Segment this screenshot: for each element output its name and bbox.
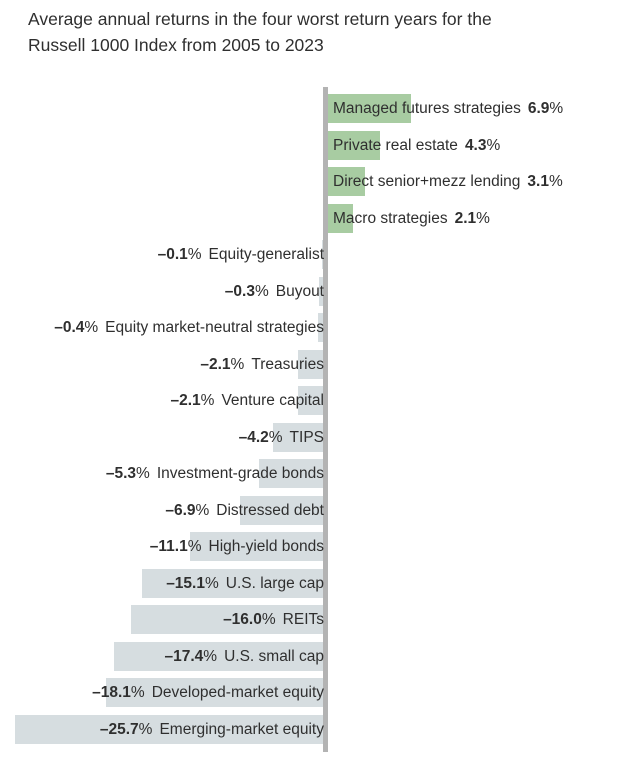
percent-sign: % <box>476 210 490 227</box>
bar-label-row: Managed futures strategies 6.9% <box>333 94 563 123</box>
bar-category-label: REITs <box>282 611 324 628</box>
bar-label-row: Private real estate 4.3% <box>333 131 500 160</box>
bar-category-label: Distressed debt <box>216 502 324 519</box>
percent-sign: % <box>195 502 210 519</box>
percent-sign: % <box>130 684 145 701</box>
bar-category-label: Private real estate <box>333 137 458 154</box>
bar-label-row: –15.1% U.S. large cap <box>166 569 324 598</box>
bar-label-row: –0.4% Equity market-neutral strategies <box>54 313 324 342</box>
bar-category-label: U.S. small cap <box>224 648 324 665</box>
bar-category-label: High-yield bonds <box>208 538 324 555</box>
bar-label-row: Macro strategies 2.1% <box>333 204 490 233</box>
bar-negative <box>273 423 323 452</box>
bar-value: –0.3 <box>224 283 255 300</box>
bar-label-row: –11.1% High-yield bonds <box>150 532 324 561</box>
bar-label-row: –0.3% Buyout <box>225 277 324 306</box>
bar-negative <box>15 715 323 744</box>
bar-value: 6.9 <box>527 100 550 117</box>
bar-category-label: Investment-grade bonds <box>156 465 324 482</box>
bar-value: –0.1 <box>157 246 188 263</box>
bar-positive <box>328 131 380 160</box>
bar-category-label: Developed-market equity <box>151 684 324 701</box>
bar-value: –16.0 <box>223 611 262 628</box>
bar-category-label: Direct senior+mezz lending <box>333 173 521 190</box>
bar-negative <box>319 277 323 306</box>
bar-value: 3.1 <box>527 173 549 190</box>
bar-negative <box>114 642 323 671</box>
percent-sign: % <box>548 173 563 190</box>
chart-title-line1: Average annual returns in the four worst… <box>28 9 492 29</box>
bar-label-row: –18.1% Developed-market equity <box>92 678 324 707</box>
bar-negative <box>142 569 323 598</box>
percent-sign: % <box>136 465 150 482</box>
bar-negative <box>322 240 323 269</box>
bar-category-label: Equity-generalist <box>208 246 324 263</box>
bar-value: –4.2 <box>238 429 269 446</box>
bar-label-row: –0.1% Equity-generalist <box>158 240 324 269</box>
bar-category-label: Buyout <box>275 283 324 300</box>
percent-sign: % <box>187 246 202 263</box>
bar-value: –15.1 <box>166 575 205 592</box>
bar-category-label: Treasuries <box>251 356 324 373</box>
percent-sign: % <box>261 611 276 628</box>
bar-label-row: –2.1% Treasuries <box>200 350 324 379</box>
percent-sign: % <box>204 575 219 592</box>
bar-value: –17.4 <box>164 648 204 665</box>
bar-category-label: Equity market-neutral strategies <box>105 319 324 336</box>
bar-value: 4.3 <box>464 137 487 154</box>
percent-sign: % <box>486 137 501 154</box>
bar-label-row: –5.3% Investment-grade bonds <box>106 459 324 488</box>
chart-title-line2: Russell 1000 Index from 2005 to 2023 <box>28 35 324 55</box>
axis-line <box>323 87 328 752</box>
bar-label-row: –6.9% Distressed debt <box>165 496 324 525</box>
bar-value: –25.7 <box>99 721 139 738</box>
bar-value: –0.4 <box>54 319 85 336</box>
bar-category-label: TIPS <box>289 429 324 446</box>
bar-value: 2.1 <box>454 210 477 227</box>
bar-negative <box>298 350 323 379</box>
bar-negative <box>240 496 323 525</box>
bar-value: –11.1 <box>149 538 188 555</box>
bar-negative <box>298 386 323 415</box>
percent-sign: % <box>230 356 245 373</box>
bar-positive <box>328 204 353 233</box>
bar-positive <box>328 94 411 123</box>
bar-category-label: Emerging-market equity <box>159 721 324 738</box>
bar-negative <box>106 678 323 707</box>
chart-title: Average annual returns in the four worst… <box>28 6 492 58</box>
bar-label-row: –16.0% REITs <box>223 605 324 634</box>
bar-negative <box>131 605 323 634</box>
bar-category-label: Macro strategies <box>333 210 448 227</box>
percent-sign: % <box>254 283 269 300</box>
bar-value: –2.1 <box>200 356 231 373</box>
bar-negative <box>190 532 323 561</box>
bar-value: –18.1 <box>92 684 131 701</box>
bar-label-row: Direct senior+mezz lending 3.1% <box>333 167 563 196</box>
bar-value: –5.3 <box>105 465 137 482</box>
percent-sign: % <box>203 648 218 665</box>
bar-value: –6.9 <box>165 502 196 519</box>
bar-category-label: Venture capital <box>221 392 324 409</box>
bar-label-row: –17.4% U.S. small cap <box>164 642 324 671</box>
percent-sign: % <box>138 721 153 738</box>
percent-sign: % <box>187 538 202 555</box>
bar-label-row: –2.1% Venture capital <box>170 386 324 415</box>
bar-label-row: –4.2% TIPS <box>239 423 324 452</box>
percent-sign: % <box>200 392 215 409</box>
bar-value: –2.1 <box>170 392 201 409</box>
percent-sign: % <box>549 100 564 117</box>
percent-sign: % <box>84 319 99 336</box>
bar-negative <box>318 313 323 342</box>
percent-sign: % <box>268 429 283 446</box>
bar-category-label: U.S. large cap <box>225 575 324 592</box>
bar-label-row: –25.7% Emerging-market equity <box>100 715 324 744</box>
bar-category-label: Managed futures strategies <box>333 100 521 117</box>
bar-positive <box>328 167 365 196</box>
bar-negative <box>259 459 323 488</box>
